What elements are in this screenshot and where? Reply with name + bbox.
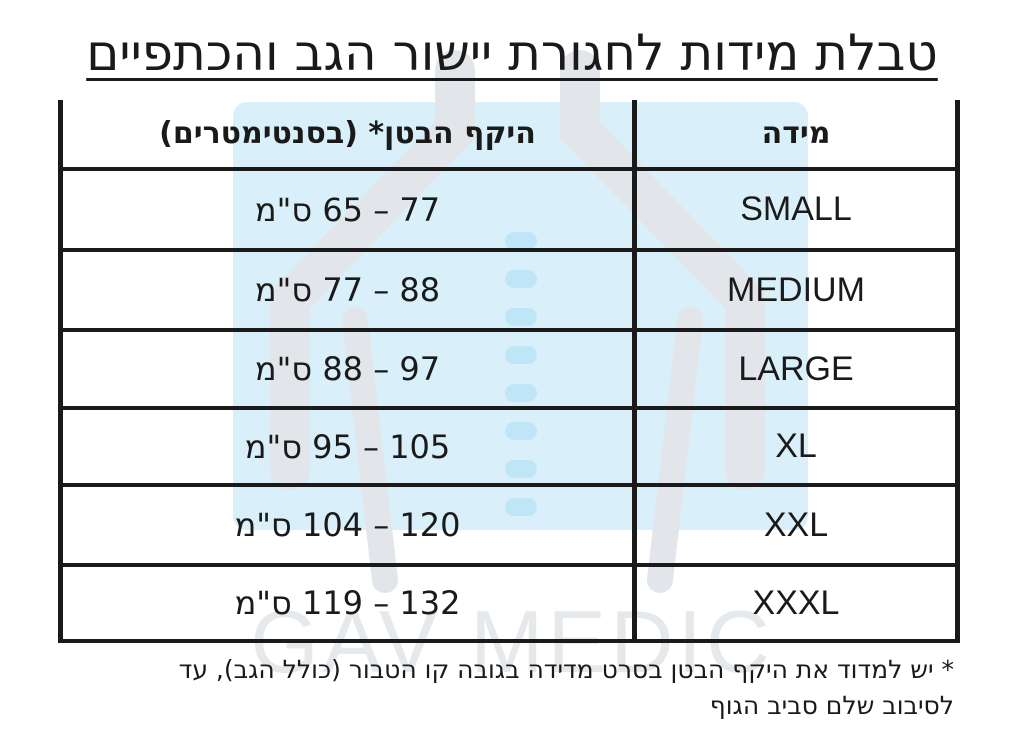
table-border-left — [58, 100, 63, 643]
header-waist-circumference: היקף הבטן* (בסנטימטרים) — [159, 116, 536, 151]
size-chart-table: מידה היקף הבטן* (בסנטימטרים) SMALL 77 – … — [58, 100, 960, 643]
size-cell: SMALL — [740, 190, 852, 228]
size-cell: LARGE — [738, 349, 854, 388]
header-size: מידה — [761, 116, 831, 151]
footnote-line-2: לסיבוב שלם סביב הגוף — [709, 691, 954, 720]
range-cell: 97 – 88 ס"מ — [254, 350, 441, 388]
size-cell: MEDIUM — [727, 270, 865, 309]
page-title-text: טבלת מידות לחגורת יישור הגב והכתפיים — [86, 24, 938, 82]
table-row-divider — [58, 167, 960, 171]
table-row-divider — [58, 328, 960, 332]
table-border-bottom — [58, 639, 960, 643]
size-cell: XXXL — [752, 583, 840, 622]
footnote-line-1: * יש למדוד את היקף הבטן בסרט מדידה בגובה… — [178, 655, 954, 684]
range-cell: 132 – 119 ס"מ — [234, 584, 461, 622]
page-title: טבלת מידות לחגורת יישור הגב והכתפיים — [0, 18, 1024, 88]
size-cell: XL — [775, 427, 817, 465]
table-row-divider — [58, 248, 960, 252]
table-row-divider — [58, 483, 960, 487]
measurement-footnote: * יש למדוד את היקף הבטן בסרט מדידה בגובה… — [54, 652, 954, 724]
range-cell: 88 – 77 ס"מ — [254, 271, 441, 309]
table-row-divider — [58, 406, 960, 410]
range-cell: 120 – 104 ס"מ — [234, 506, 461, 544]
table-row-divider — [58, 563, 960, 567]
table-border-right — [955, 100, 960, 643]
table-column-divider — [632, 100, 637, 643]
range-cell: 77 – 65 ס"מ — [254, 190, 441, 229]
range-cell: 105 – 95 ס"מ — [244, 427, 451, 466]
size-cell: XXL — [763, 505, 829, 544]
